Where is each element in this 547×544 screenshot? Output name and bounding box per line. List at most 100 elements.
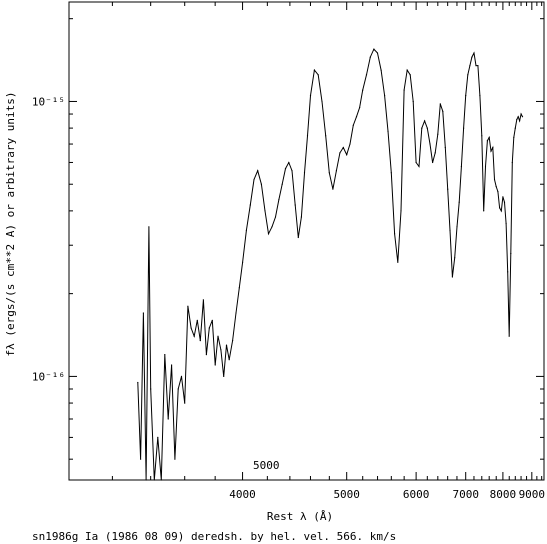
spectrum-point (199, 340, 201, 342)
spectrum-point (475, 65, 477, 67)
spectrum-point (397, 261, 399, 263)
spectrum-point (479, 95, 481, 97)
spectrum-point (473, 52, 475, 54)
spectrum-point (205, 354, 207, 356)
spectrum-point (449, 229, 451, 231)
spectrum-point (352, 124, 354, 126)
spectrum-point (297, 236, 299, 239)
spectrum-point (412, 100, 414, 103)
spectrum-point (249, 204, 251, 206)
spectrum-point (228, 359, 230, 361)
spectrum-point (208, 327, 210, 329)
spectrum-point (454, 257, 456, 259)
spectrum-point (469, 65, 471, 67)
spectrum-point (355, 116, 358, 118)
spectrum-point (288, 161, 290, 164)
spectrum-point (303, 172, 306, 174)
spectrum-point (335, 170, 337, 172)
spectrum-point (447, 188, 449, 190)
spectrum-point (516, 118, 518, 121)
spectrum-point (481, 135, 483, 137)
spectrum-point (426, 127, 428, 129)
spectrum-point (394, 233, 396, 235)
spectrum-point (317, 74, 319, 76)
spectrum-point (145, 479, 147, 481)
spectrum-point (471, 56, 473, 58)
spectrum-point (190, 327, 192, 329)
spectrum-point (390, 172, 392, 174)
spectrum-point (490, 150, 492, 152)
spectrum-point (373, 48, 375, 50)
spectrum-point (202, 299, 204, 301)
spectrum-point (142, 312, 144, 314)
spectrum-point (313, 69, 315, 71)
spectrum-point (434, 152, 436, 154)
spectrum-point (415, 161, 417, 164)
spectrum-point (502, 196, 504, 198)
spectrum-point (291, 170, 293, 172)
spectrum-point (365, 74, 368, 76)
spectrum-point (257, 170, 259, 172)
spectrum-point (220, 349, 222, 351)
spectrum-point (150, 388, 152, 390)
spectrum-point (281, 183, 283, 185)
spectrum-point (484, 165, 487, 168)
spectrum-point (376, 52, 379, 54)
spectrum-point (442, 110, 444, 112)
spectrum-point (493, 178, 496, 181)
annotation-text: 5000 (253, 459, 280, 472)
spectrum-point (309, 95, 312, 97)
spectrum-point (325, 135, 327, 137)
y-axis-label: fλ (ergs/(s cm**2 A) or arbitrary units) (4, 92, 17, 357)
spectrum-point (346, 154, 348, 156)
x-tick-label: 5000 (333, 488, 360, 501)
spectrum-point (184, 402, 186, 404)
spectrum-point (349, 143, 351, 145)
spectrum-point (253, 178, 255, 181)
axis-ticks (69, 2, 544, 480)
spectrum-point (520, 113, 522, 115)
spectrum-point (242, 261, 244, 263)
plot-frame (68, 1, 545, 481)
spectrum-point (164, 354, 166, 356)
spectrum-point (264, 210, 266, 212)
spectrum-point (458, 201, 460, 203)
spectrum-point (369, 56, 371, 58)
spectrum-point (153, 479, 155, 481)
spectrum-point (497, 191, 499, 193)
spectrum-point (514, 127, 516, 129)
spectrum-point (456, 226, 458, 228)
spectrum-point (508, 335, 510, 337)
spectrum-point (177, 388, 179, 390)
spectrum-point (180, 375, 183, 377)
spectrum-point (384, 95, 386, 97)
spectrum-point (328, 172, 330, 174)
spectrum-point (300, 216, 302, 218)
spectrum-point (223, 375, 225, 377)
spectrum-point (359, 107, 361, 109)
spectrum-point (499, 207, 501, 209)
spectrum-point (418, 165, 420, 168)
spectrum-point (513, 136, 515, 138)
spectrum-point (517, 116, 519, 118)
spectrum-point (503, 201, 506, 203)
spectrum-point (245, 229, 247, 231)
spectrum-point (437, 133, 439, 135)
spectrum-point (432, 161, 434, 164)
spectrum-point (174, 458, 176, 460)
spectrum-point (238, 287, 240, 289)
spectrum-point (271, 226, 273, 228)
spectrum-point (429, 143, 431, 145)
spectrum-point (167, 418, 169, 420)
spectrum-point (225, 344, 228, 346)
spectrum-point (492, 146, 494, 149)
spectrum-point (403, 89, 405, 91)
spectrum-point (465, 95, 467, 97)
spectrum-point (510, 252, 512, 255)
caption: sn1986g Ia (1986 08 09) deredsh. by hel.… (32, 530, 396, 543)
spectrum-point (235, 312, 237, 314)
spectrum-point (400, 210, 402, 212)
x-tick-label: 9000 (519, 488, 546, 501)
spectrum-point (387, 130, 389, 132)
